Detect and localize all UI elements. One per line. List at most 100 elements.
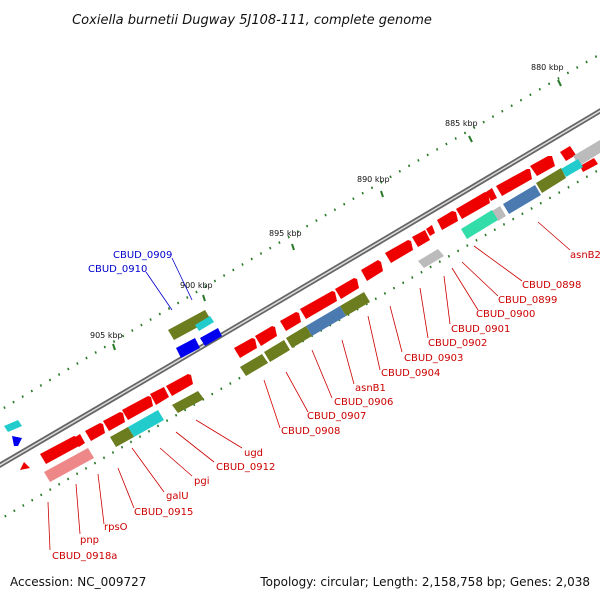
gene-label-ugd[interactable]: ugd (244, 448, 263, 459)
gene-label-CBUD_0907[interactable]: CBUD_0907 (307, 411, 366, 422)
gene-arrow[interactable] (412, 230, 430, 247)
annotation-bar[interactable] (240, 354, 268, 376)
track-dot (204, 285, 207, 288)
track-dot (547, 82, 551, 86)
gene-arrow[interactable] (280, 312, 301, 331)
gene-arrow[interactable] (486, 188, 497, 201)
track-dot (220, 387, 223, 391)
annotation-bar[interactable] (492, 206, 506, 221)
annotation-bar[interactable] (306, 306, 346, 336)
annotation-bar[interactable] (561, 159, 583, 177)
gene-arrow[interactable] (361, 260, 383, 281)
gene-label-rpsO[interactable]: rpsO (104, 522, 128, 533)
track-dot (411, 276, 414, 279)
annotation-bar[interactable] (44, 448, 94, 482)
track-dot (12, 400, 15, 404)
gene-label-CBUD_0906[interactable]: CBUD_0906 (334, 397, 393, 408)
gene-arrow[interactable] (255, 326, 277, 346)
track-dot (75, 472, 79, 476)
track-dot (287, 235, 290, 239)
annotation-bar[interactable] (128, 410, 164, 437)
track-dot (456, 249, 460, 253)
annotation-bar[interactable] (503, 185, 541, 214)
gene-arrow[interactable] (166, 374, 193, 396)
track-dot (39, 384, 43, 387)
gene-label-CBUD_0908[interactable]: CBUD_0908 (281, 426, 340, 437)
track-dot (454, 137, 457, 140)
track-dot (22, 504, 25, 507)
annotation-bar[interactable] (195, 316, 214, 331)
annotation-bar[interactable] (264, 340, 290, 362)
gene-arrow[interactable] (150, 387, 169, 405)
gene-label-CBUD_0902[interactable]: CBUD_0902 (428, 338, 487, 349)
gene-arrow[interactable] (12, 436, 22, 446)
gene-arrow[interactable] (20, 462, 30, 470)
gene-label-CBUD_0915[interactable]: CBUD_0915 (134, 507, 193, 518)
track-dot (94, 351, 97, 354)
gene-arrow[interactable] (496, 169, 532, 196)
track-dot (510, 104, 513, 108)
gene-arrow[interactable] (456, 192, 490, 219)
annotation-bar[interactable] (573, 140, 600, 166)
annotation-bar[interactable] (461, 210, 498, 239)
gene-label-CBUD_0900[interactable]: CBUD_0900 (476, 309, 535, 320)
gene-label-pnp[interactable]: pnp (80, 535, 99, 546)
gene-label-CBUD_0901[interactable]: CBUD_0901 (451, 324, 510, 335)
annotation-bar[interactable] (536, 168, 566, 193)
gene-arrow[interactable] (234, 338, 257, 358)
gene-arrow[interactable] (176, 338, 200, 358)
gene-arrow[interactable] (385, 240, 413, 263)
gene-label-CBUD_0903[interactable]: CBUD_0903 (404, 353, 463, 364)
gene-label-CBUD_0904[interactable]: CBUD_0904 (381, 368, 440, 379)
track-dot (482, 120, 485, 124)
gene-label-CBUD_0918a[interactable]: CBUD_0918a (52, 551, 117, 562)
track-dot (475, 238, 478, 242)
annotation-tracks (4, 140, 600, 482)
gene-label-CBUD_0909[interactable]: CBUD_0909 (113, 250, 172, 261)
track-dot (333, 208, 337, 212)
gene-arrow[interactable] (335, 278, 359, 299)
gene-label-CBUD_0912[interactable]: CBUD_0912 (216, 462, 275, 473)
gene-arrow[interactable] (40, 436, 79, 464)
track-dot (484, 233, 487, 237)
track-dot (398, 169, 401, 173)
gene-arrow[interactable] (437, 211, 458, 230)
gene-arrow[interactable] (560, 146, 576, 161)
gene-arrow[interactable] (122, 396, 153, 420)
track-dot (429, 265, 432, 269)
gene-arrow[interactable] (580, 158, 598, 172)
track-dot (195, 290, 198, 294)
annotation-bar[interactable] (340, 292, 370, 316)
annotation-bar[interactable] (4, 420, 22, 432)
gene-arrow[interactable] (85, 423, 105, 441)
gene-arrow[interactable] (530, 156, 555, 176)
track-dot (120, 445, 124, 449)
track-dot (67, 367, 70, 371)
gene-label-asnB1[interactable]: asnB1 (355, 383, 386, 394)
track-dot (501, 109, 504, 113)
annotation-bar[interactable] (110, 427, 134, 447)
track-dot (121, 334, 125, 338)
track-dot (420, 270, 423, 274)
annotation-bar[interactable] (418, 249, 444, 268)
track-dot (576, 180, 579, 184)
gene-arrow[interactable] (300, 291, 337, 319)
annotation-bar[interactable] (168, 310, 211, 340)
track-dot (594, 55, 598, 58)
gene-label-asnB2[interactable]: asnB2 (570, 250, 600, 261)
track-dot (31, 498, 34, 502)
annotation-bar[interactable] (286, 326, 312, 348)
gene-arrow[interactable] (103, 412, 125, 431)
gene-label-galU[interactable]: galU (166, 491, 189, 502)
gene-label-CBUD_0898[interactable]: CBUD_0898 (522, 280, 581, 291)
backbone-inner (0, 110, 600, 466)
tick-label: 900 kbp (180, 281, 213, 290)
tick-label: 895 kbp (269, 229, 302, 238)
gene-label-CBUD_0910[interactable]: CBUD_0910 (88, 264, 147, 275)
annotation-bar[interactable] (172, 391, 204, 413)
gene-arrow[interactable] (200, 328, 222, 346)
gene-label-pgi[interactable]: pgi (194, 476, 209, 487)
gene-label-CBUD_0899[interactable]: CBUD_0899 (498, 295, 557, 306)
gene-arrow[interactable] (426, 225, 435, 236)
